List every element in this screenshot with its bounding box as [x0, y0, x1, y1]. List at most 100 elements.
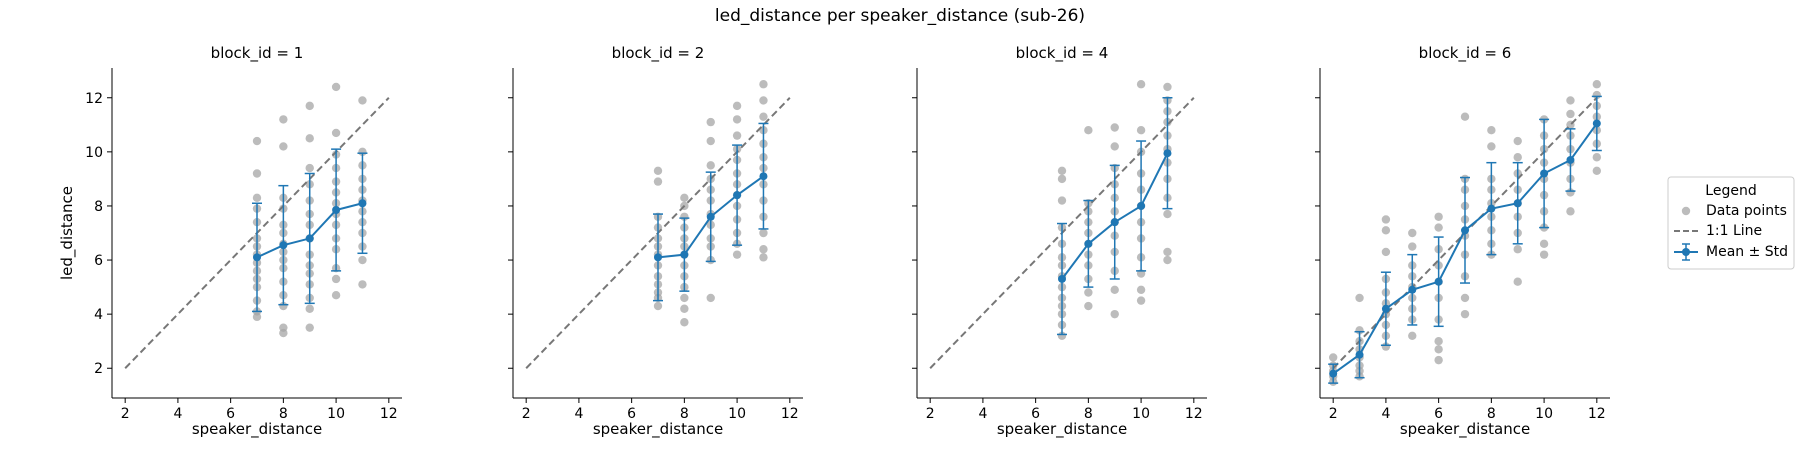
x-tick-label: 12	[1185, 406, 1203, 422]
data-point	[358, 255, 367, 265]
data-point	[279, 142, 288, 151]
data-point	[1513, 277, 1522, 286]
data-point	[1434, 336, 1443, 346]
data-point	[1434, 355, 1443, 365]
data-point	[680, 318, 689, 327]
data-point	[759, 80, 768, 89]
mean-point	[1163, 149, 1172, 158]
y-tick-label: 6	[94, 253, 103, 269]
data-point	[1460, 112, 1470, 121]
data-point	[1460, 293, 1470, 303]
x-tick-label: 10	[728, 406, 746, 422]
x-axis-label: speaker_distance	[997, 420, 1127, 439]
data-point	[1110, 309, 1119, 319]
data-point	[706, 117, 715, 127]
mean-point	[1566, 155, 1575, 164]
y-tick-label: 8	[94, 199, 103, 215]
data-point	[1057, 166, 1067, 175]
legend-entry-label: Data points	[1706, 203, 1787, 219]
mean-point	[1540, 169, 1549, 178]
data-point	[358, 96, 367, 105]
data-point	[1163, 209, 1172, 219]
mean-point	[305, 234, 314, 243]
y-tick-label: 2	[94, 361, 103, 377]
data-point	[1355, 293, 1364, 303]
mean-point	[1461, 226, 1469, 235]
error-bars	[252, 148, 368, 313]
data-point	[680, 193, 689, 203]
data-point	[1513, 245, 1522, 254]
x-axis-label: speaker_distance	[593, 420, 723, 439]
panels-container: block_id = 1 2 4 6 8 10 12 2 4 6 8 10 12 speaker_dist…	[58, 44, 1610, 439]
mean-point	[332, 206, 341, 215]
data-point	[331, 128, 341, 138]
y-tick-label: 12	[85, 91, 103, 107]
data-point	[1057, 174, 1067, 184]
data-point	[1592, 153, 1602, 162]
panel-2: block_id = 2 2 4 6 8 10 12 speaker_distance	[508, 44, 803, 439]
chart-title: led_distance per speaker_distance (sub-2…	[715, 6, 1085, 26]
data-point	[1381, 247, 1391, 257]
data-point	[358, 280, 367, 289]
mean-point	[358, 199, 367, 208]
data-point	[706, 293, 715, 303]
data-point	[759, 253, 768, 262]
data-point	[1328, 353, 1338, 362]
data-point	[1110, 123, 1119, 132]
mean-point	[1592, 119, 1601, 128]
data-point	[706, 136, 715, 146]
data-point	[1084, 126, 1093, 135]
data-point	[759, 228, 768, 238]
mean-point	[279, 241, 288, 250]
panel-3: block_id = 4 2 4 6 8 10 12 speaker_distance	[912, 44, 1207, 439]
data-point	[1408, 228, 1417, 238]
legend-entry-label: 1:1 Line	[1706, 223, 1762, 239]
data-point	[732, 131, 742, 140]
x-tick-label: 8	[279, 406, 288, 422]
data-point	[759, 112, 768, 121]
x-tick-label: 12	[781, 406, 799, 422]
data-point	[1460, 309, 1470, 319]
data-point	[1163, 82, 1172, 92]
panel-title: block_id = 1	[211, 44, 304, 63]
data-point	[279, 323, 288, 332]
data-point	[305, 134, 314, 143]
x-tick-label: 4	[978, 406, 987, 422]
x-axis-label: speaker_distance	[1400, 420, 1530, 439]
x-tick-label: 6	[1031, 406, 1040, 422]
data-point	[653, 166, 663, 175]
data-point	[1163, 247, 1172, 257]
mean-point	[759, 172, 768, 181]
data-point	[1566, 109, 1575, 119]
data-point	[1408, 242, 1417, 251]
data-point	[1084, 288, 1093, 297]
data-point	[252, 136, 262, 146]
data-point	[1434, 345, 1443, 354]
data-point	[1566, 96, 1575, 105]
legend-box	[1667, 176, 1795, 270]
mean-point	[680, 250, 689, 259]
mean-point	[1084, 239, 1093, 248]
data-point	[252, 169, 262, 178]
mean-point	[1329, 369, 1338, 378]
x-tick-label: 6	[1434, 406, 1443, 422]
data-point	[1434, 212, 1443, 221]
data-point	[680, 304, 689, 313]
x-tick-label: 4	[1381, 406, 1390, 422]
x-tick-label: 8	[680, 406, 689, 422]
mean-point	[1355, 350, 1364, 359]
error-bars	[1057, 97, 1173, 336]
x-tick-label: 6	[627, 406, 636, 422]
data-point	[252, 193, 262, 203]
x-tick-label: 8	[1487, 406, 1496, 422]
data-point	[680, 293, 689, 303]
data-point	[1136, 126, 1146, 135]
data-point	[653, 177, 663, 186]
legend-marker-points	[1681, 206, 1691, 216]
x-tick-label: 2	[121, 406, 130, 422]
x-tick-label: 4	[173, 406, 182, 422]
mean-point	[1137, 201, 1146, 210]
data-point	[732, 115, 742, 124]
legend-entry-label: Mean ± Std	[1706, 244, 1788, 260]
